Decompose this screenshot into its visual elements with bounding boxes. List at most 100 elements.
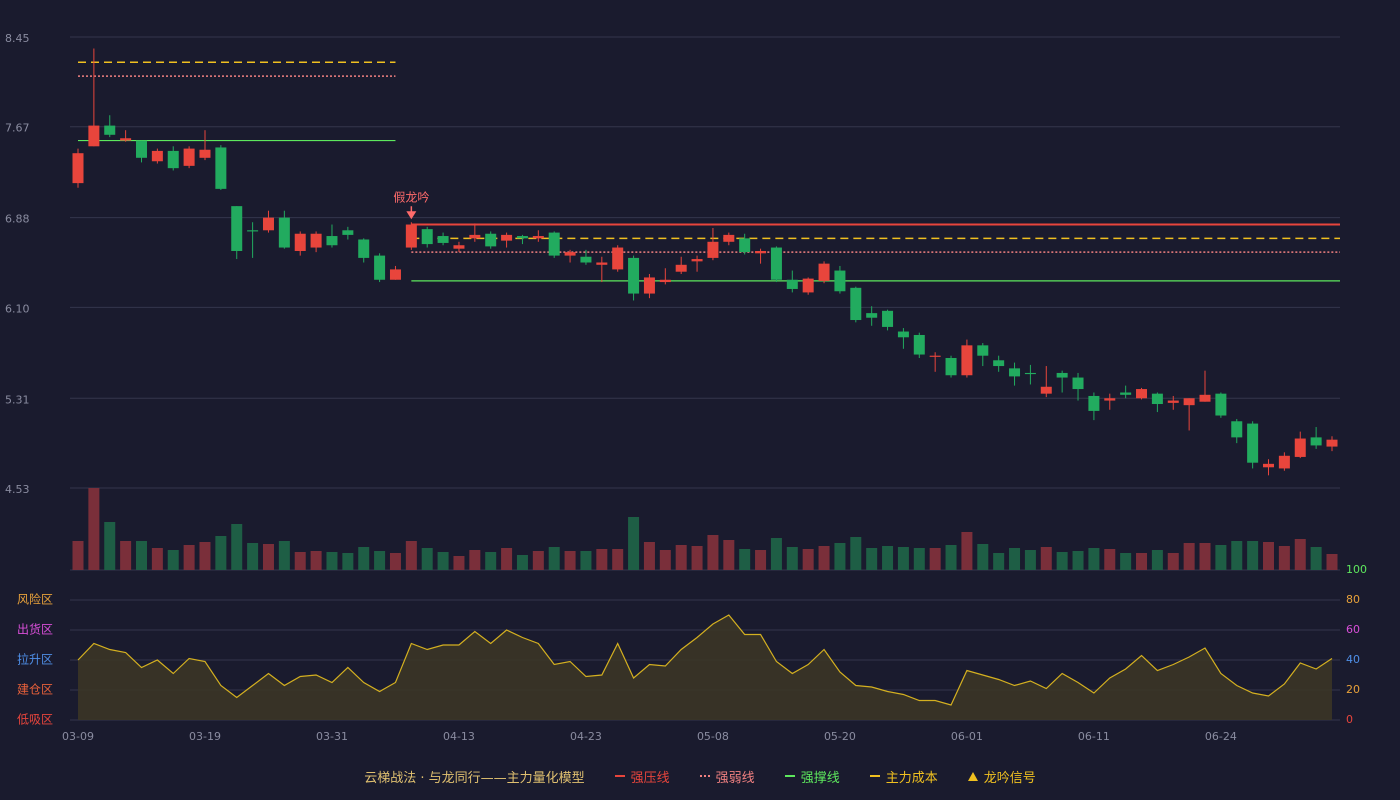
candle-body — [1136, 389, 1148, 399]
volume-bar — [691, 546, 703, 570]
candle-body — [802, 278, 814, 293]
candle-body — [580, 256, 592, 263]
y-tick-label: 6.10 — [5, 302, 30, 315]
zone-label: 拉升区 — [17, 652, 53, 667]
candle-body — [104, 125, 116, 135]
volume-bar — [421, 548, 433, 570]
volume-bar — [675, 545, 687, 570]
volume-bar — [183, 545, 195, 570]
volume-bar — [88, 488, 100, 570]
candle-body — [310, 233, 322, 248]
candle-body — [485, 233, 497, 247]
candle-body — [231, 206, 243, 251]
volume-bar — [374, 551, 386, 570]
volume-bar — [247, 543, 259, 570]
candle-body — [342, 230, 354, 235]
volume-bar — [135, 541, 147, 570]
candle-body — [294, 233, 306, 251]
candle-body — [882, 310, 894, 327]
volume-bar — [1167, 553, 1179, 570]
legend-title: 云梯战法 · 与龙同行——主力量化模型 — [364, 770, 585, 786]
zone-label: 低吸区 — [17, 713, 53, 727]
legend-item: 龙吟信号 — [967, 767, 1036, 786]
candle-body — [72, 153, 84, 184]
y-tick-label: 5.31 — [5, 393, 30, 406]
candle-body — [151, 150, 163, 162]
legend-label: 龙吟信号 — [983, 770, 1036, 786]
y2-tick-label: 80 — [1346, 593, 1360, 606]
volume-bar — [167, 550, 179, 570]
candle-body — [866, 313, 878, 318]
candle-body — [1310, 437, 1322, 446]
candle-body — [1088, 395, 1100, 411]
candle-body — [1167, 400, 1179, 403]
x-tick-label: 05-08 — [697, 730, 729, 743]
candle-body — [929, 355, 941, 357]
volume-bar — [1151, 550, 1163, 570]
volume-bar — [516, 555, 528, 570]
volume-bar — [231, 524, 243, 570]
candle-body — [1040, 386, 1052, 394]
candle-body — [135, 140, 147, 158]
candle-body — [437, 236, 449, 243]
volume-bar — [755, 550, 767, 570]
y-tick-label: 7.67 — [5, 122, 30, 135]
volume-bar — [1088, 548, 1100, 570]
legend-label: 主力成本 — [885, 770, 938, 786]
volume-bar — [1072, 551, 1084, 570]
volume-bar — [612, 549, 624, 570]
candle-body — [326, 236, 338, 246]
candle-body — [262, 217, 274, 231]
candle-body — [1278, 455, 1290, 469]
volume-bar — [945, 545, 957, 570]
volume-bar — [358, 547, 370, 570]
candle-body — [755, 250, 767, 254]
candle-body — [501, 234, 513, 241]
legend-symbol — [967, 771, 978, 781]
volume-bar — [262, 544, 274, 570]
volume-bar — [453, 556, 465, 570]
candle-body — [358, 239, 370, 258]
candle-body — [897, 331, 909, 338]
volume-bar — [1183, 543, 1195, 570]
volume-bar — [850, 537, 862, 570]
annotation-arrow — [406, 211, 417, 220]
volume-bar — [1024, 550, 1036, 570]
x-tick-label: 06-24 — [1205, 730, 1237, 743]
volume-bar — [882, 546, 894, 570]
candle-body — [675, 264, 687, 272]
volume-bar — [643, 542, 655, 570]
volume-bar — [707, 535, 719, 570]
volume-bar — [1199, 543, 1211, 570]
zone-label: 出货区 — [17, 622, 53, 637]
volume-bar — [215, 536, 227, 570]
legend-symbol — [614, 775, 625, 777]
volume-bar — [310, 551, 322, 570]
zone-label: 建仓区 — [17, 683, 53, 697]
candle-body — [993, 360, 1005, 367]
candle-body — [548, 232, 560, 256]
legend-item: 强弱线 — [699, 767, 755, 786]
volume-bar — [1231, 541, 1243, 570]
volume-bar — [1263, 542, 1275, 570]
candle-body — [1247, 423, 1259, 463]
volume-bar — [120, 541, 132, 570]
candle-body — [643, 277, 655, 294]
volume-bar — [1326, 554, 1338, 570]
volume-bar — [1104, 549, 1116, 570]
volume-bar — [1310, 547, 1322, 570]
candle-body — [1326, 439, 1338, 447]
candle-body — [532, 236, 544, 239]
candle-body — [1151, 393, 1163, 405]
legend-label: 强撑线 — [800, 770, 840, 786]
candle-body — [374, 255, 386, 280]
volume-bar — [469, 550, 481, 570]
volume-bar — [628, 517, 640, 570]
volume-bar — [834, 543, 846, 570]
legend-item: 强压线 — [614, 767, 670, 786]
candle-body — [1024, 372, 1036, 375]
candle-body — [850, 287, 862, 321]
volume-bar — [818, 546, 830, 570]
volume-bar — [278, 541, 290, 570]
